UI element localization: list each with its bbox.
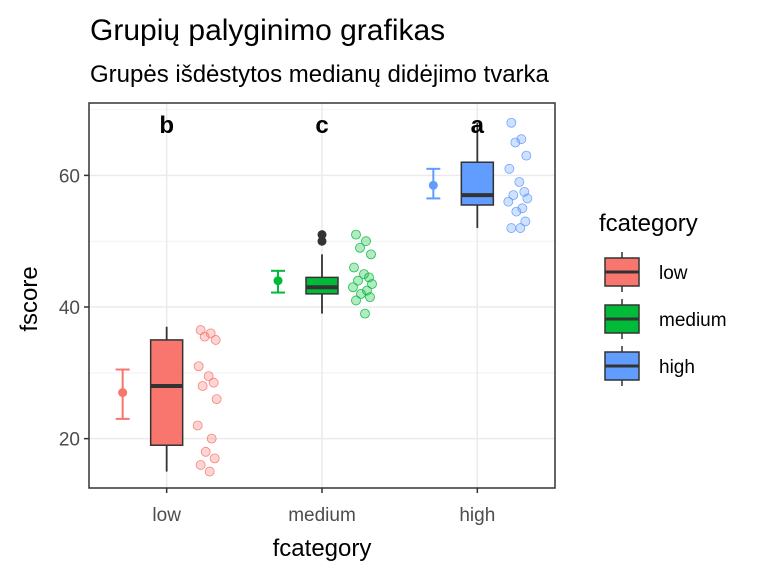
data-point: [506, 223, 517, 233]
data-point: [504, 163, 515, 174]
data-point: [351, 229, 361, 240]
mean-point: [273, 276, 283, 286]
y-tick-label: 20: [59, 430, 80, 451]
data-point: [520, 216, 531, 227]
y-tick-label: 40: [59, 298, 80, 319]
data-point: [510, 137, 521, 148]
box-low: [149, 339, 184, 446]
data-point: [195, 460, 206, 470]
data-point: [514, 177, 525, 187]
legend-title: fcategory: [599, 210, 698, 237]
data-point: [348, 282, 358, 293]
data-point: [208, 377, 219, 388]
data-point: [349, 262, 359, 273]
data-point: [517, 203, 528, 214]
box-high: [460, 161, 495, 206]
x-tick-label: high: [459, 505, 495, 526]
data-point: [515, 223, 526, 233]
data-point: [192, 420, 203, 431]
data-point: [516, 134, 527, 145]
y-tick-label: 60: [59, 166, 80, 187]
data-point: [355, 242, 365, 253]
data-point: [209, 453, 220, 464]
data-point: [200, 446, 211, 457]
data-point: [204, 466, 215, 477]
group-letter-medium: c: [315, 112, 328, 139]
data-point: [365, 292, 375, 303]
data-point: [367, 279, 377, 289]
data-point: [508, 190, 519, 201]
data-point: [210, 335, 221, 345]
legend-label-low: low: [659, 263, 688, 284]
mean-point: [118, 388, 128, 398]
legend-label-high: high: [659, 357, 695, 378]
data-point: [205, 328, 216, 339]
data-point: [506, 117, 517, 128]
chart-subtitle: Grupės išdėstytos medianų didėjimo tvark…: [90, 61, 550, 88]
data-point: [511, 206, 522, 217]
data-point: [351, 295, 361, 306]
legend: fcategory low medium high: [599, 210, 727, 386]
data-point: [360, 308, 370, 319]
data-point: [359, 269, 369, 280]
data-point: [193, 361, 204, 372]
data-point: [361, 236, 371, 247]
box-outlier: [317, 236, 327, 246]
data-point: [521, 150, 532, 161]
x-tick-label: low: [152, 505, 181, 526]
group-letter-low: b: [159, 112, 174, 139]
legend-label-medium: medium: [659, 310, 727, 331]
data-point: [211, 394, 222, 405]
plot-area: b c a 20 40 60 low medium high: [59, 102, 556, 526]
group-letter-high: a: [471, 112, 485, 139]
data-point: [353, 275, 363, 286]
data-point: [199, 331, 210, 342]
data-point: [206, 433, 217, 444]
box-outlier: [317, 230, 327, 240]
data-point: [503, 196, 514, 207]
data-point: [366, 249, 376, 260]
x-tick-label: medium: [288, 505, 356, 526]
data-point: [197, 381, 208, 391]
y-axis-title: fscore: [16, 266, 43, 331]
x-axis-title: fcategory: [273, 535, 372, 562]
data-point: [356, 288, 366, 299]
chart-title: Grupių palyginimo grafikas: [90, 14, 445, 47]
data-point: [203, 371, 214, 382]
data-point: [522, 193, 533, 204]
mean-point: [428, 180, 438, 190]
